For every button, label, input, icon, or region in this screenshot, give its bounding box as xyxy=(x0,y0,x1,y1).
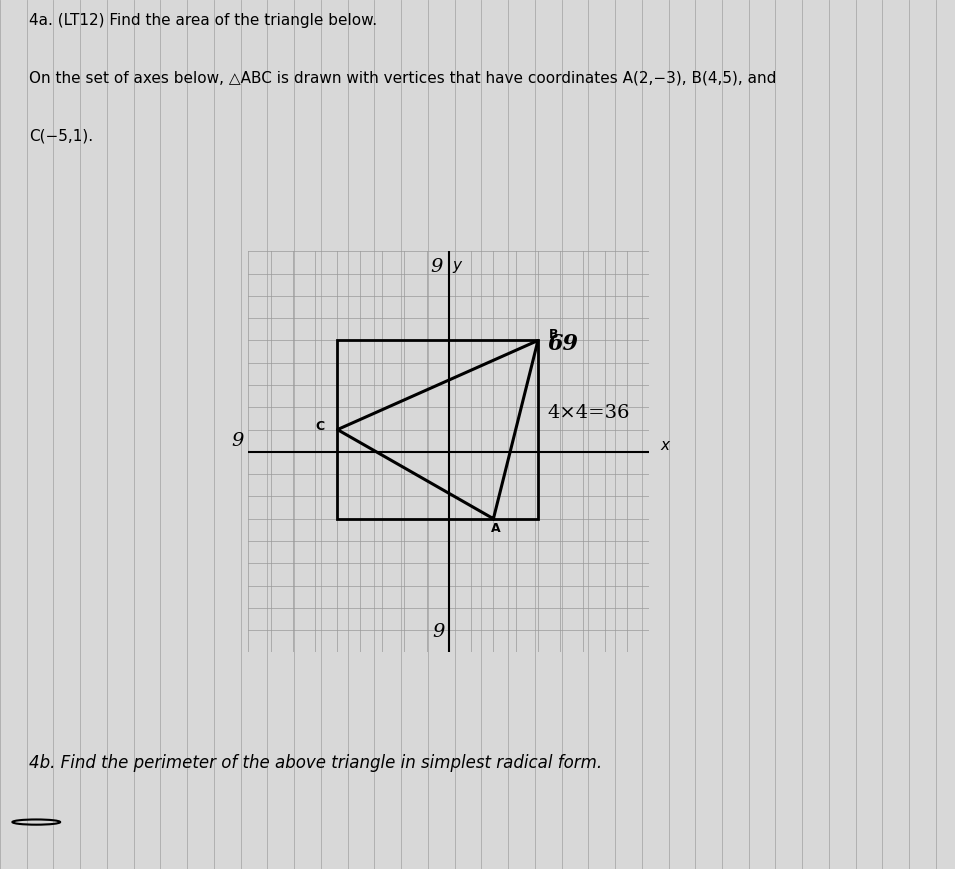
Text: C(−5,1).: C(−5,1). xyxy=(29,129,93,143)
Text: 4a. (LT12) Find the area of the triangle below.: 4a. (LT12) Find the area of the triangle… xyxy=(29,12,377,28)
Text: 4×4=36: 4×4=36 xyxy=(547,404,630,422)
Text: 9: 9 xyxy=(431,258,443,276)
Text: y: y xyxy=(452,258,461,273)
Text: On the set of axes below, △ABC is drawn with vertices that have coordinates A(2,: On the set of axes below, △ABC is drawn … xyxy=(29,70,776,85)
Text: 4b. Find the perimeter of the above triangle in simplest radical form.: 4b. Find the perimeter of the above tria… xyxy=(29,754,602,773)
Text: x: x xyxy=(661,438,669,453)
Text: 69: 69 xyxy=(547,333,579,355)
Bar xyxy=(337,341,538,519)
Text: 9: 9 xyxy=(433,623,445,641)
Text: B: B xyxy=(549,328,559,342)
Text: A: A xyxy=(491,522,500,535)
Text: 9: 9 xyxy=(231,432,244,450)
Text: C: C xyxy=(315,420,324,433)
